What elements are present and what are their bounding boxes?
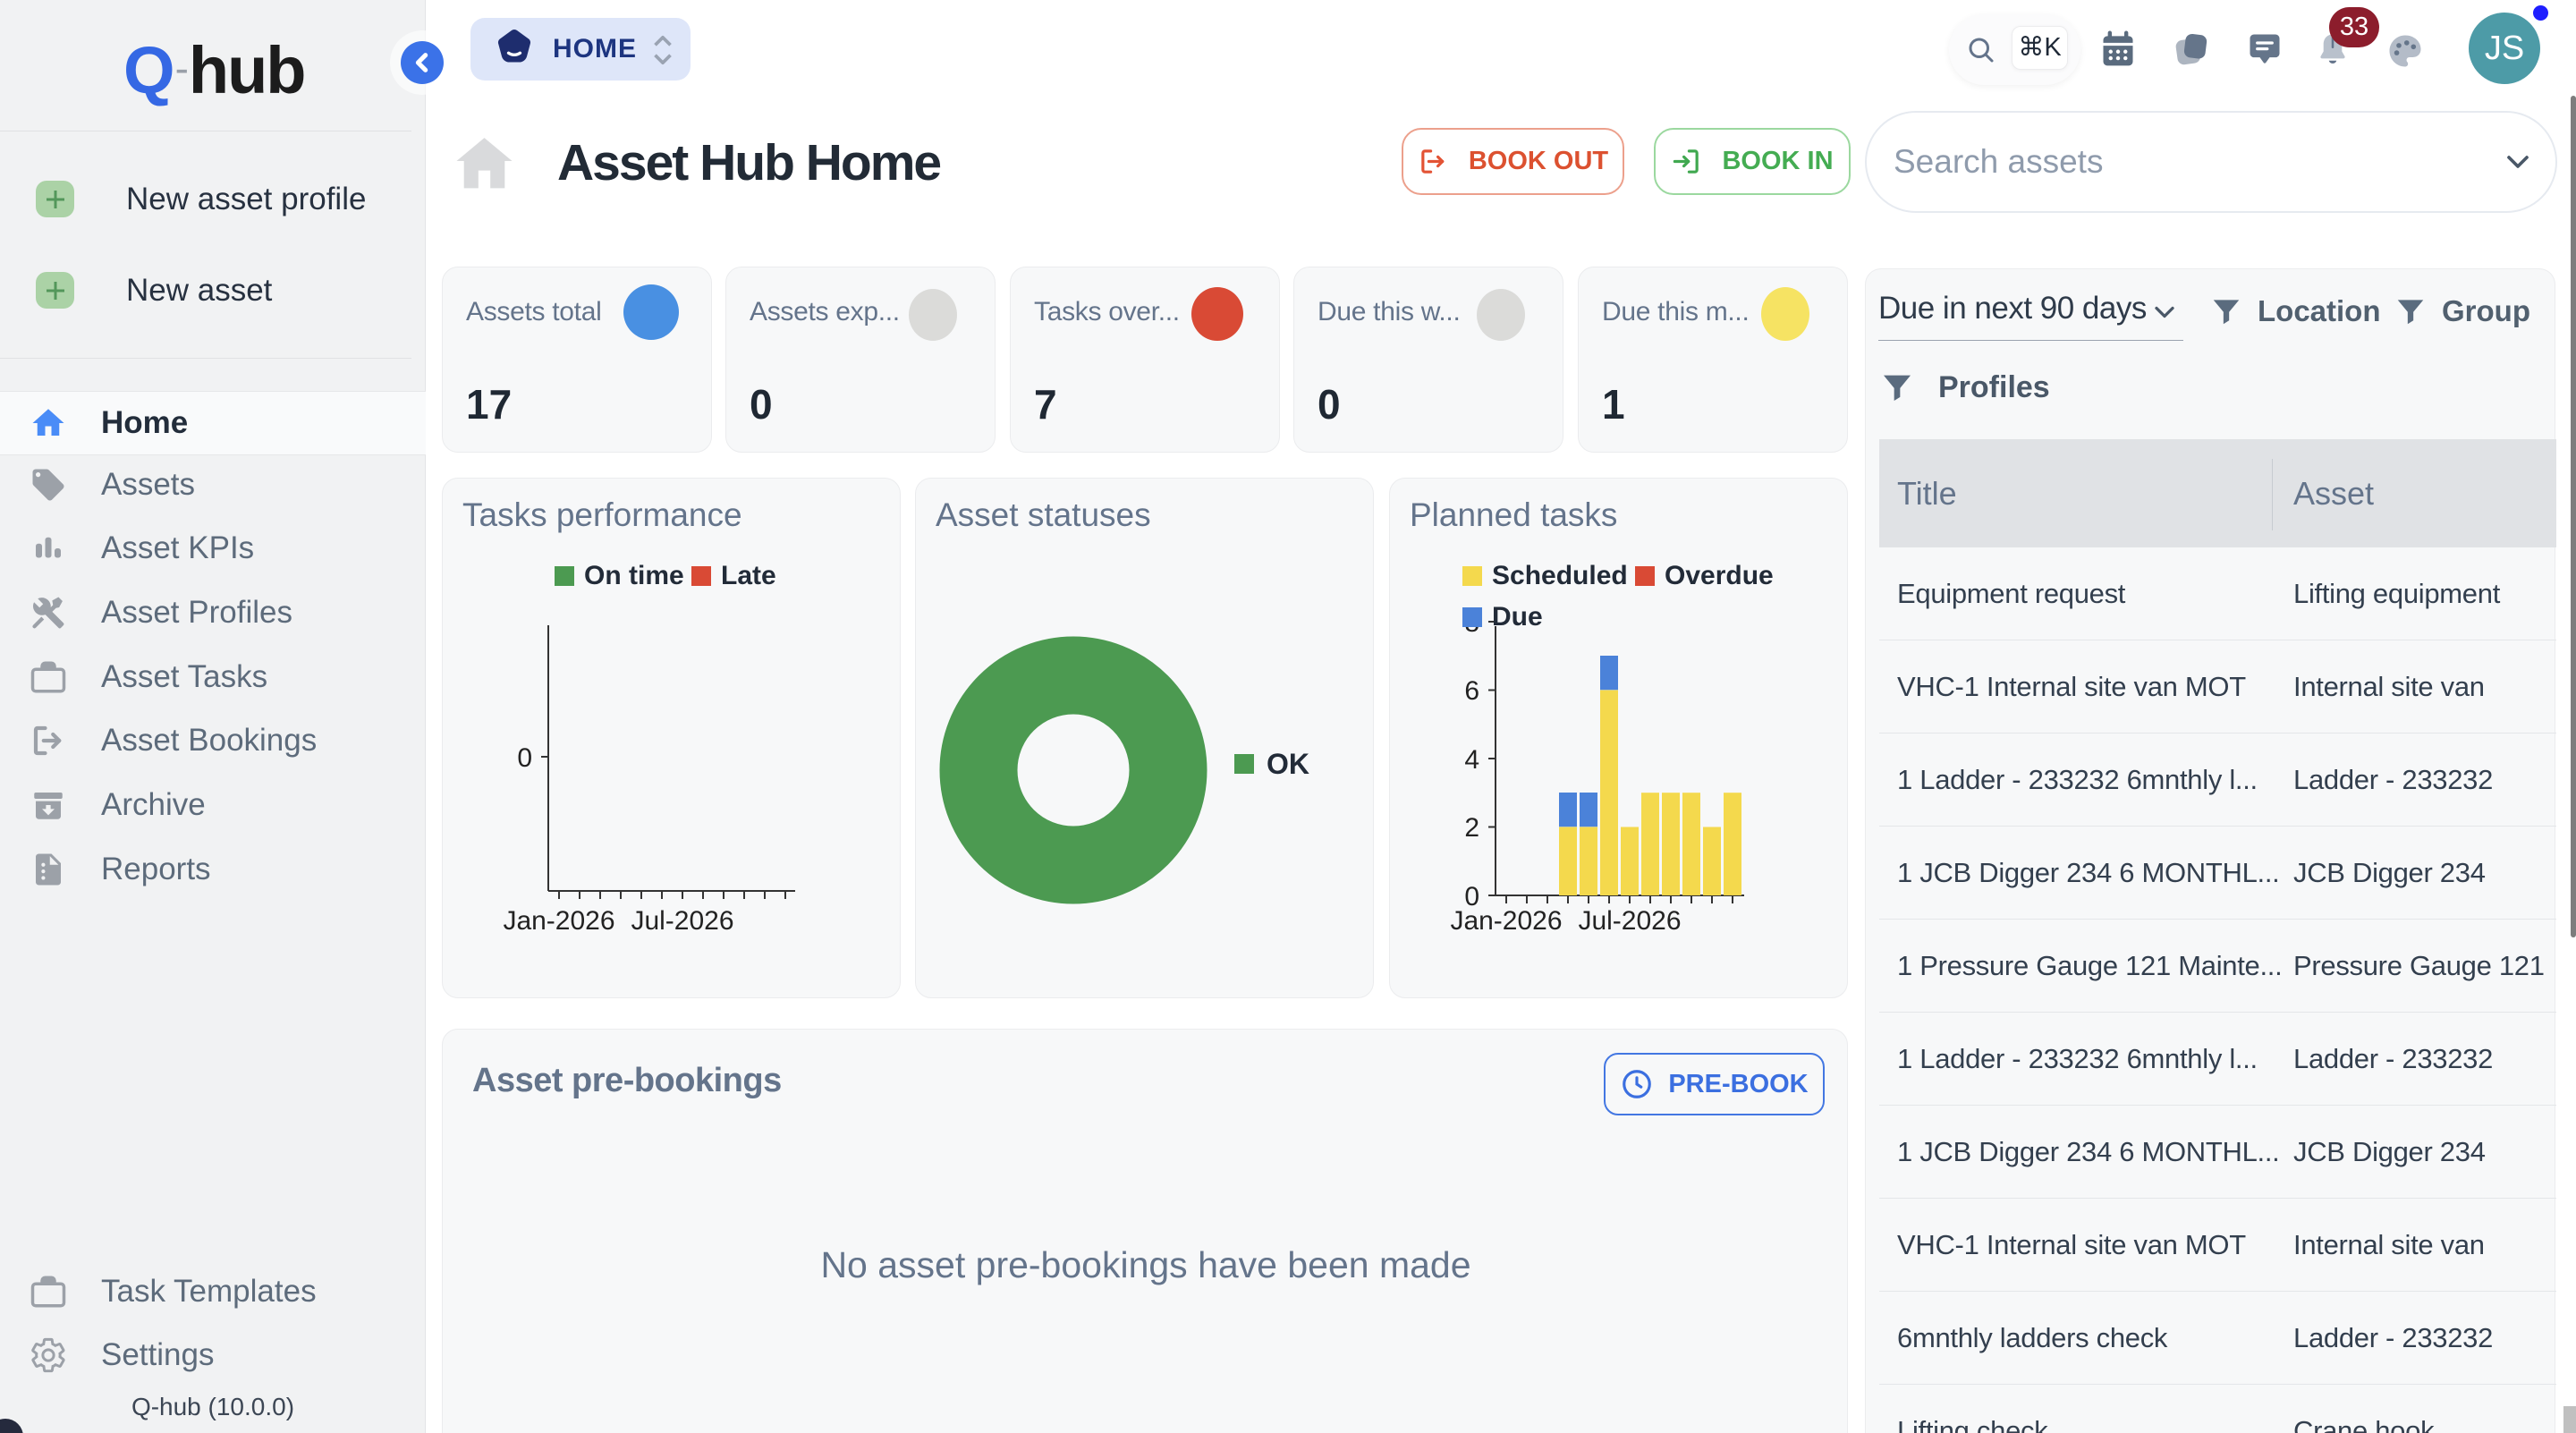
svg-text:Jan-2026: Jan-2026	[503, 906, 614, 936]
svg-text:Jul-2026: Jul-2026	[1578, 906, 1681, 936]
svg-text:Jul-2026: Jul-2026	[631, 906, 733, 936]
svg-text:OK: OK	[1267, 748, 1309, 780]
svg-text:0: 0	[1464, 882, 1479, 912]
svg-text:4: 4	[1464, 745, 1479, 775]
svg-text:0: 0	[517, 743, 532, 773]
svg-text:Jan-2026: Jan-2026	[1450, 906, 1562, 936]
svg-text:6: 6	[1464, 676, 1479, 706]
svg-text:2: 2	[1464, 813, 1479, 843]
